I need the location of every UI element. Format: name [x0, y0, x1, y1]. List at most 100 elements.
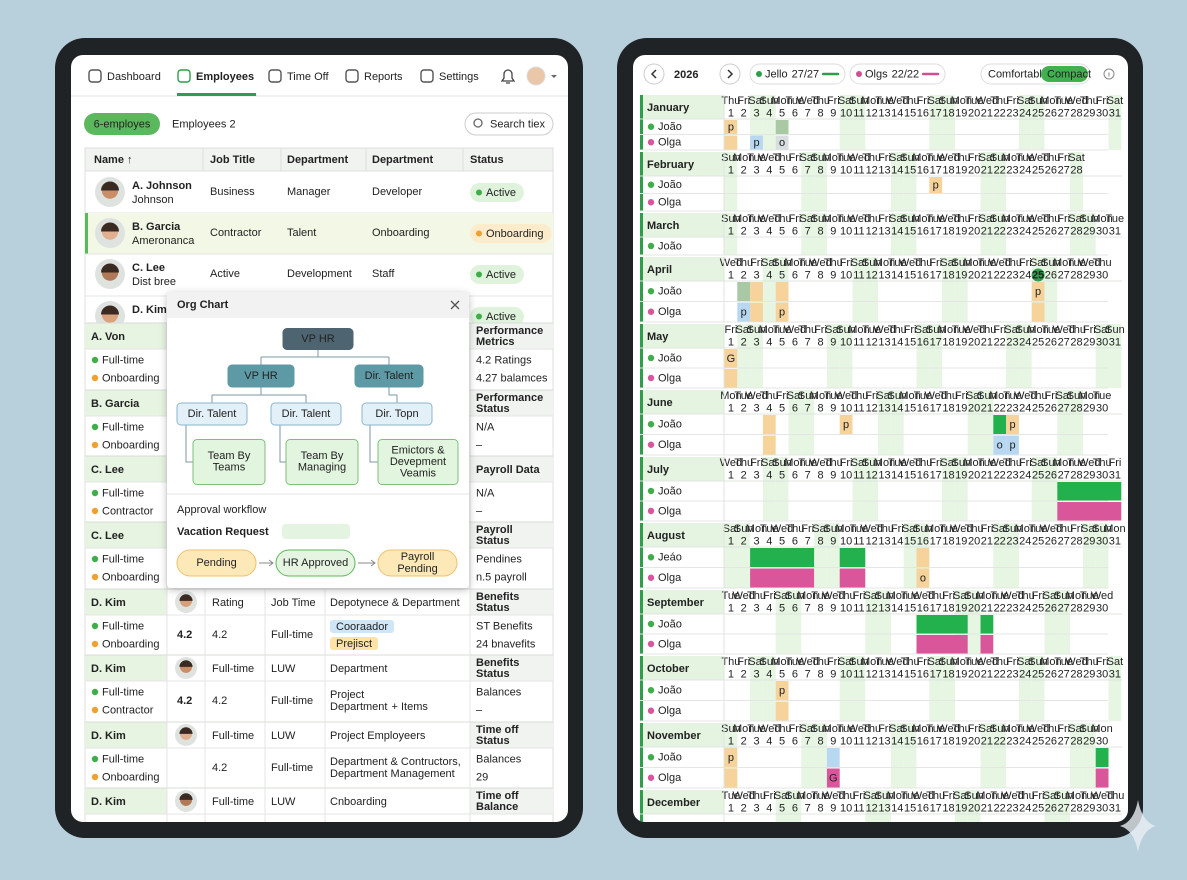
status-dot: [91, 423, 99, 431]
time-off-block: [1095, 768, 1109, 788]
nav-tab[interactable]: Settings: [439, 71, 479, 83]
day-number: 29: [1083, 735, 1095, 747]
person-pill[interactable]: [849, 63, 946, 85]
day-number: 18: [942, 535, 954, 547]
weekend-column: [852, 457, 866, 521]
next-button[interactable]: [719, 63, 741, 85]
filter-chip[interactable]: [84, 113, 160, 135]
day-number: 16: [917, 336, 929, 348]
day-number: 30: [1096, 469, 1108, 481]
weekday-label: Mon: [874, 257, 895, 269]
weekday-label: Wed: [1027, 213, 1049, 225]
day-number: 27: [1058, 402, 1070, 414]
month-name: August: [647, 530, 685, 542]
user-avatar[interactable]: [526, 66, 546, 86]
bell-icon[interactable]: [500, 69, 516, 84]
weekday-label: Mon: [1079, 390, 1100, 402]
view-option[interactable]: Comfortable: [988, 68, 1048, 80]
weekend-column: [903, 152, 917, 211]
day-number: 10: [840, 602, 852, 614]
weekday-label: Wed: [784, 324, 806, 336]
time-off-block: [737, 282, 751, 301]
day-number: 3: [753, 535, 759, 547]
filter-tab[interactable]: Employees 2: [172, 118, 236, 130]
close-icon[interactable]: [450, 300, 460, 310]
person-count: 27/27: [792, 68, 820, 80]
weekday-label: Sun: [1105, 324, 1125, 336]
person-pill[interactable]: [749, 63, 846, 85]
search-box[interactable]: [464, 112, 554, 136]
status-item: Onboarding: [102, 571, 160, 583]
view-active: [1041, 66, 1088, 82]
weekday-label: Fri: [904, 324, 917, 336]
status-dot: [91, 706, 99, 714]
weekday-label: Sun: [952, 457, 972, 469]
month-accent: [640, 152, 643, 211]
role: Full-time: [271, 695, 313, 707]
person-row-name: João: [658, 618, 682, 630]
day-number: 17: [930, 402, 942, 414]
time-off-label: o: [779, 137, 785, 149]
weekday-label: Fri: [1057, 152, 1070, 164]
weekday-label: Thu: [862, 213, 881, 225]
weekday-label: Tue: [990, 790, 1009, 802]
time-off-block: [839, 568, 866, 588]
day-number: 7: [805, 336, 811, 348]
day-number: 14: [891, 164, 903, 176]
weekend-column: [826, 324, 840, 388]
group-name: D. Kim: [91, 730, 126, 742]
weekday-label: Tue: [978, 457, 997, 469]
month-block: AprilWed1Thu2Fri3Sat4Sun5Mon6Tue7Wed8Thu…: [640, 257, 1122, 323]
day-number: 31: [1109, 225, 1121, 237]
prev-button[interactable]: [643, 63, 665, 85]
day-number: 31: [1109, 469, 1121, 481]
weekday-label: Fri: [968, 723, 981, 735]
nav-tab[interactable]: Time Off: [287, 71, 330, 83]
weekend-column: [1044, 590, 1058, 654]
nav-tab[interactable]: Employees: [196, 71, 254, 83]
weekday-label: Tue: [786, 95, 805, 107]
weekday-label: Sun: [811, 152, 831, 164]
weekday-label: Sat: [735, 324, 752, 336]
weekday-label: Wed: [796, 95, 818, 107]
weekday-label: Sun: [900, 723, 920, 735]
group-name: B. Garcia: [91, 398, 140, 410]
weekend-column: [839, 324, 853, 388]
weekday-label: Mon: [887, 590, 908, 602]
day-number: 30: [1096, 735, 1108, 747]
weekend-column: [967, 390, 981, 455]
org-node: [176, 402, 248, 426]
weekend-column: [1082, 213, 1096, 255]
day-number: 10: [840, 336, 852, 348]
day-number: 19: [955, 469, 967, 481]
weekday-label: Thu: [1093, 457, 1112, 469]
month-label-cell: [640, 590, 724, 614]
weekday-label: Wed: [720, 457, 742, 469]
weekday-label: Fri: [916, 95, 929, 107]
day-number: 22: [994, 535, 1006, 547]
person-dot: [647, 199, 655, 206]
weekday-label: Sun: [900, 213, 920, 225]
avatar-hair: [179, 660, 193, 667]
day-number: 17: [930, 535, 942, 547]
group-side-head: [470, 522, 553, 548]
day-number: 12: [866, 469, 878, 481]
month-name: February: [647, 159, 695, 171]
time-off-label: p: [728, 122, 734, 134]
day-number: 4: [766, 402, 772, 414]
weekend-column: [1031, 457, 1045, 521]
weekday-label: Wed: [1040, 523, 1062, 535]
view-option[interactable]: Compact: [1047, 68, 1091, 80]
employee-name: C. Lee: [132, 262, 165, 274]
weekday-label: Wed: [950, 523, 972, 535]
nav-tab[interactable]: Reports: [364, 71, 403, 83]
weekday-label: Sat: [1094, 324, 1111, 336]
nav-tab[interactable]: Dashboard: [107, 71, 161, 83]
weekend-column: [903, 213, 917, 255]
person-dot: [647, 123, 655, 130]
day-number: 23: [1006, 602, 1018, 614]
status-pill: [470, 224, 552, 243]
day-number: 19: [955, 164, 967, 176]
org-node-label: Dir. Talent: [282, 408, 331, 420]
group-name-cell: [85, 456, 167, 482]
